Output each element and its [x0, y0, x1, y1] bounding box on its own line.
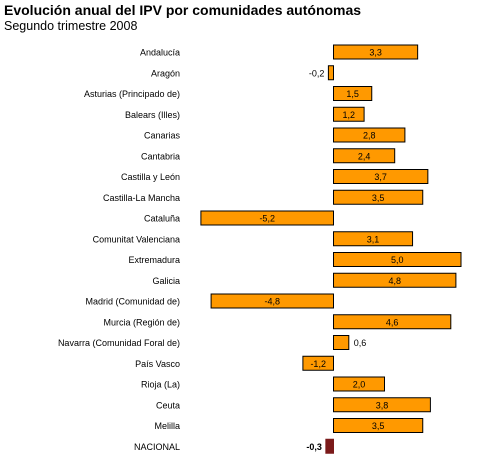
bar-madrid-comunidad-de: [210, 293, 335, 309]
category-label-extremadura: Extremadura: [128, 255, 180, 265]
value-label-balears-illes: 1,2: [343, 110, 356, 120]
bar-navarra-comunidad-foral-de: [333, 335, 350, 350]
value-label-cantabria: 2,4: [358, 151, 371, 161]
bar-cantabria: [333, 148, 396, 164]
category-label-cantabria: Cantabria: [141, 151, 180, 161]
value-label-asturias-principado-de: 1,5: [346, 89, 359, 99]
bar-ceuta: [333, 397, 431, 413]
value-label-murcia-region-de: 4,6: [386, 317, 399, 327]
category-label-cataluna: Cataluña: [144, 214, 180, 224]
bar-pais-vasco: [302, 355, 334, 371]
value-label-pais-vasco: -1,2: [310, 359, 326, 369]
value-label-comunitat-valenciana: 3,1: [367, 234, 380, 244]
chart-subtitle: Segundo trimestre 2008: [4, 19, 138, 33]
category-label-navarra-comunidad-foral-de: Navarra (Comunidad Foral de): [58, 338, 180, 348]
category-label-galicia: Galicia: [152, 276, 180, 286]
category-label-aragon: Aragón: [151, 68, 180, 78]
bar-canarias: [333, 127, 406, 143]
bar-nacional: [325, 438, 335, 454]
value-label-madrid-comunidad-de: -4,8: [265, 297, 281, 307]
category-label-comunitat-valenciana: Comunitat Valenciana: [93, 234, 180, 244]
bar-extremadura: [333, 252, 462, 267]
bar-castilla-la-mancha: [333, 189, 424, 205]
value-label-ceuta: 3,8: [376, 400, 389, 410]
category-label-balears-illes: Balears (Illes): [125, 110, 180, 120]
bar-comunitat-valenciana: [333, 231, 414, 247]
category-label-melilla: Melilla: [154, 421, 180, 431]
category-label-ceuta: Ceuta: [156, 400, 180, 410]
category-label-nacional: NACIONAL: [134, 442, 180, 452]
category-label-rioja-la: Rioja (La): [141, 380, 180, 390]
value-label-aragon: -0,2: [309, 68, 325, 78]
value-label-andalucia: 3,3: [369, 48, 382, 58]
value-label-castilla-y-leon: 3,7: [374, 172, 387, 182]
value-label-nacional: -0,3: [306, 442, 322, 452]
category-label-canarias: Canarias: [144, 131, 181, 141]
bar-galicia: [333, 272, 457, 288]
value-label-rioja-la: 2,0: [353, 380, 366, 390]
value-label-navarra-comunidad-foral-de: 0,6: [354, 338, 367, 348]
bar-cataluna: [200, 210, 334, 226]
value-label-cataluna: -5,2: [259, 214, 275, 224]
value-label-canarias: 2,8: [363, 131, 376, 141]
bar-rioja-la: [333, 376, 385, 392]
category-label-madrid-comunidad-de: Madrid (Comunidad de): [85, 297, 180, 307]
category-label-pais-vasco: País Vasco: [135, 359, 180, 369]
category-label-andalucia: Andalucía: [140, 48, 180, 58]
category-label-asturias-principado-de: Asturias (Principado de): [84, 89, 180, 99]
bar-asturias-principado-de: [333, 86, 373, 101]
category-label-murcia-region-de: Murcia (Región de): [103, 317, 180, 327]
chart-title: Evolución anual del IPV por comunidades …: [4, 2, 362, 18]
value-label-galicia: 4,8: [388, 276, 401, 286]
category-label-castilla-y-leon: Castilla y León: [121, 172, 180, 182]
value-label-castilla-la-mancha: 3,5: [372, 193, 385, 203]
bar-aragon: [327, 65, 334, 81]
bar-castilla-y-leon: [333, 169, 429, 184]
value-label-melilla: 3,5: [372, 421, 385, 431]
bar-murcia-region-de: [333, 314, 452, 330]
category-label-castilla-la-mancha: Castilla-La Mancha: [103, 193, 180, 203]
value-label-extremadura: 5,0: [391, 255, 404, 265]
bar-balears-illes: [333, 106, 365, 122]
bar-melilla: [333, 418, 424, 433]
bar-andalucia: [333, 44, 419, 60]
